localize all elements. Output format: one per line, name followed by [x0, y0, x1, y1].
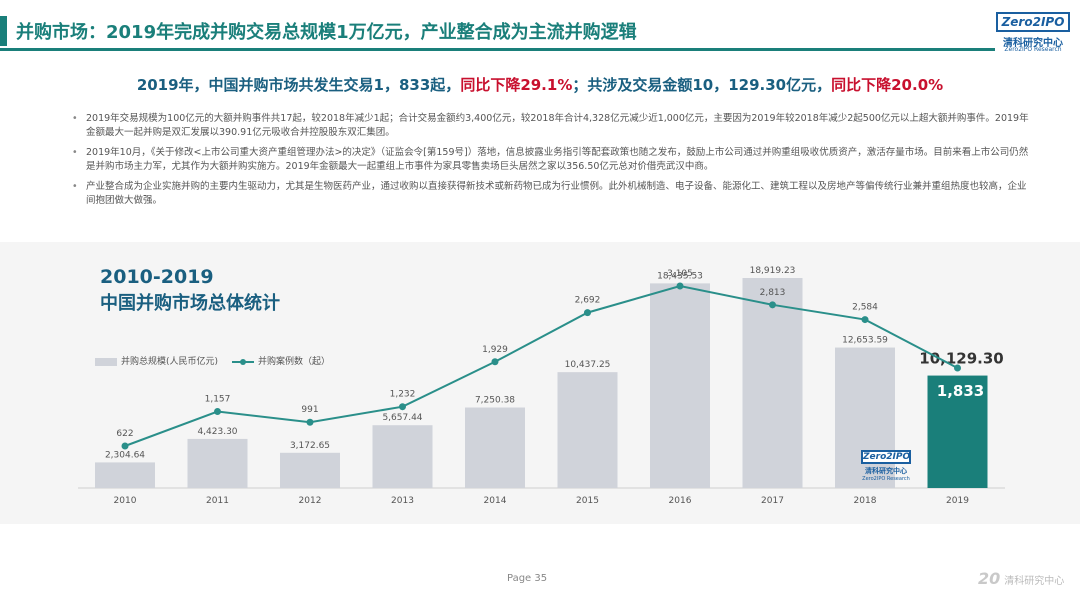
line-value-label: 1,833 — [937, 382, 984, 400]
bar-value-label: 4,423.30 — [197, 427, 237, 437]
chart-logo-en: Zero2IPO Research — [862, 476, 910, 482]
bar-2015 — [557, 372, 618, 488]
line-value-label: 2,813 — [760, 288, 786, 298]
bullet-item: 产业整合成为企业实施并购的主要内生驱动力，尤其是生物医药产业，通过收购以直接获得… — [72, 180, 1032, 208]
legend-bar-swatch — [95, 357, 117, 366]
bar-2018 — [835, 347, 895, 488]
logo-wordmark: Zero2IPO — [996, 12, 1070, 32]
line-value-label: 2,584 — [852, 303, 878, 313]
summary-part-3: ；共涉及交易金额10，129.30亿元， — [572, 76, 832, 94]
chart-logo: Zero2IPO 清科研究中心 Zero2IPO Research — [861, 450, 935, 492]
line-value-label: 622 — [116, 429, 133, 439]
bullet-item: 2019年交易规模为100亿元的大额并购事件共17起，较2018年减少1起；合计… — [72, 112, 1032, 140]
title-rule — [0, 48, 995, 51]
chart-logo-wordmark: Zero2IPO — [861, 450, 911, 464]
logo-en-text: Zero2IPO Research — [1004, 46, 1062, 53]
summary-headline: 2019年，中国并购市场共发生交易1，833起，同比下降29.1%；共涉及交易金… — [0, 74, 1080, 95]
line-series-path — [124, 284, 958, 447]
logo-cn-text: 清科研究中心 — [1003, 38, 1063, 49]
chart-legend: 并购总规模(人民币亿元) 并购案例数（起） — [95, 354, 330, 367]
legend-bar-label: 并购总规模(人民币亿元) — [121, 357, 219, 367]
line-point-2012 — [306, 418, 314, 426]
x-tick-label: 2019 — [946, 496, 969, 506]
bar-value-label: 10,129.30 — [919, 350, 1003, 368]
bar-value-label: 7,250.38 — [475, 396, 515, 406]
bar-value-label: 12,653.59 — [842, 336, 888, 346]
bullet-list: 2019年交易规模为100亿元的大额并购事件共17起，较2018年减少1起；合计… — [72, 112, 1032, 214]
line-point-2013 — [399, 403, 406, 411]
line-point-2011 — [214, 408, 221, 416]
chart-panel — [0, 242, 1080, 524]
line-value-label: 1,232 — [390, 390, 416, 400]
legend-line-label: 并购案例数（起） — [258, 357, 331, 367]
x-tick-label: 2018 — [854, 496, 877, 506]
bullet-item: 2019年10月，《关于修改<上市公司重大资产重组管理办法>的决定》（证监会令[… — [72, 146, 1032, 174]
bar-2016 — [650, 283, 710, 488]
footer-logo-text: 清科研究中心 — [1004, 576, 1065, 587]
bar-2019 — [927, 375, 988, 488]
x-tick-label: 2014 — [484, 496, 507, 506]
title-bar: 并购市场：2019年完成并购交易总规模1万亿元，产业整合成为主流并购逻辑 — [0, 12, 1080, 52]
bar-2013 — [372, 425, 433, 488]
bar-value-label: 10,437.25 — [565, 360, 611, 370]
x-tick-label: 2016 — [669, 496, 692, 506]
page-number: Page 35 — [507, 573, 548, 584]
line-value-label: 991 — [301, 405, 318, 415]
summary-part-2: 同比下降29.1% — [460, 76, 573, 94]
footer-logo-mark: 20 — [978, 569, 1001, 588]
line-value-label: 3,105 — [667, 269, 693, 279]
chart-title: 中国并购市场总体统计 — [100, 293, 280, 314]
x-tick-label: 2011 — [206, 496, 229, 506]
x-tick-label: 2017 — [761, 496, 784, 506]
line-point-2018 — [861, 316, 869, 324]
bar-2012 — [280, 452, 340, 488]
x-tick-label: 2015 — [576, 496, 599, 506]
bar-value-label: 5,657.44 — [382, 413, 422, 423]
bar-2017 — [742, 278, 803, 488]
x-tick-label: 2012 — [299, 496, 322, 506]
bar-value-label: 3,172.65 — [290, 441, 330, 451]
bar-2011 — [187, 438, 248, 488]
footer-logo: 20 清科研究中心 — [978, 569, 1064, 588]
line-point-2010 — [121, 442, 129, 450]
bar-2014 — [465, 407, 525, 488]
bar-2010 — [95, 462, 155, 488]
line-point-2015 — [584, 309, 591, 317]
line-point-2019 — [954, 364, 961, 372]
x-tick-label: 2013 — [391, 496, 414, 506]
line-value-label: 1,929 — [482, 345, 508, 355]
page-title: 并购市场：2019年完成并购交易总规模1万亿元，产业整合成为主流并购逻辑 — [16, 22, 637, 43]
title-accent — [0, 16, 7, 46]
legend-line-swatch — [232, 358, 255, 366]
chart-logo-cn: 清科研究中心 — [865, 467, 907, 475]
summary-part-1: 2019年，中国并购市场共发生交易1，833起， — [136, 76, 461, 94]
bar-value-label: 18,919.23 — [750, 266, 796, 276]
line-value-label: 2,692 — [575, 296, 601, 306]
line-value-label: 1,157 — [205, 395, 231, 405]
x-tick-label: 2010 — [114, 496, 137, 506]
bar-value-label: 2,304.64 — [105, 450, 145, 460]
bar-value-label: 18,435.53 — [657, 271, 703, 281]
line-point-2017 — [769, 301, 776, 309]
line-point-2014 — [491, 358, 499, 366]
line-point-2016 — [676, 282, 684, 290]
chart-title-years: 2010-2019 — [100, 266, 214, 288]
summary-part-4: 同比下降20.0% — [831, 76, 944, 94]
zero2ipo-logo: Zero2IPO 清科研究中心 Zero2IPO Research — [996, 12, 1070, 54]
